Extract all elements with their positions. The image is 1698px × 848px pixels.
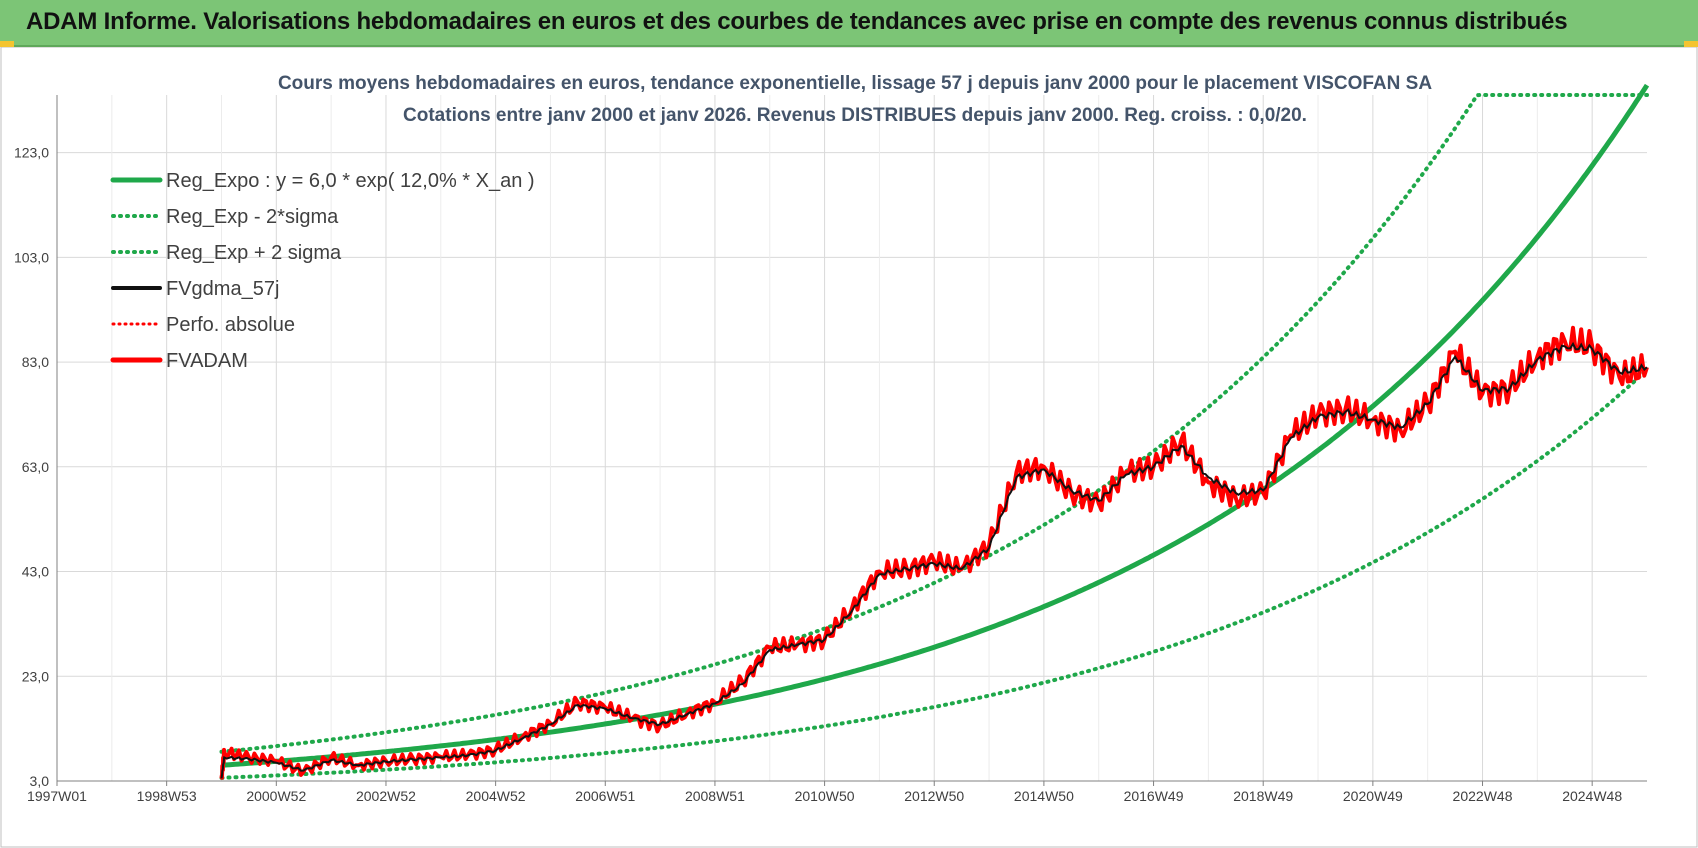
x-tick-label: 2008W51 xyxy=(685,788,745,804)
trend-upper-2sigma-line xyxy=(219,93,1649,754)
y-tick-label: 63,0 xyxy=(22,459,49,475)
x-tick-label: 2014W50 xyxy=(1014,788,1074,804)
corner-marker-right xyxy=(1684,41,1698,47)
legend-label: Perfo. absolue xyxy=(166,314,295,336)
x-tick-label: 2020W49 xyxy=(1343,788,1403,804)
chart-background xyxy=(0,47,1698,848)
chart-title-line-2: Cotations entre janv 2000 et janv 2026. … xyxy=(403,105,1307,126)
trend-expo-line xyxy=(221,83,1650,768)
y-tick-label: 83,0 xyxy=(22,354,49,370)
y-tick-label: 43,0 xyxy=(22,564,49,580)
x-tick-label: 2012W50 xyxy=(904,788,964,804)
x-tick-label: 2006W51 xyxy=(575,788,635,804)
y-tick-label: 3,0 xyxy=(30,773,50,789)
x-tick-label: 2016W49 xyxy=(1124,788,1184,804)
x-tick-label: 2024W48 xyxy=(1562,788,1622,804)
chart: 3,0 23,0 43,0 63,0 83,0 103,0 123,0 1997W01 1998… xyxy=(0,47,1698,848)
title-banner: ADAM Informe. Valorisations hebdomadaire… xyxy=(0,0,1698,47)
x-tick-label: 2010W50 xyxy=(795,788,855,804)
legend-label: FVADAM xyxy=(166,350,248,372)
trend-lower-2sigma-line xyxy=(219,367,1649,780)
legend-label: Reg_Exp + 2 sigma xyxy=(166,242,342,264)
report-title: ADAM Informe. Valorisations hebdomadaire… xyxy=(26,8,1568,35)
axes: 3,0 23,0 43,0 63,0 83,0 103,0 123,0 1997W01 1998… xyxy=(14,95,1647,804)
x-tick-label: 1998W53 xyxy=(137,788,197,804)
legend-label: Reg_Expo : y = 6,0 * exp( 12,0% * X_an ) xyxy=(166,170,535,192)
y-tick-label: 123,0 xyxy=(14,145,49,161)
x-tick-label: 2022W48 xyxy=(1453,788,1513,804)
x-tick-label: 2018W49 xyxy=(1233,788,1293,804)
fvadam-line xyxy=(219,325,1649,780)
chart-title-line-1: Cours moyens hebdomadaires en euros, ten… xyxy=(278,73,1432,94)
x-tick-label: 1997W01 xyxy=(27,788,87,804)
y-tick-label: 103,0 xyxy=(14,249,49,265)
corner-marker-left xyxy=(0,41,14,47)
legend-label: FVgdma_57j xyxy=(166,278,279,300)
x-tick-label: 2000W52 xyxy=(246,788,306,804)
y-tick-label: 23,0 xyxy=(22,668,49,684)
x-tick-label: 2004W52 xyxy=(466,788,526,804)
fvgdma-57j-line xyxy=(220,341,1648,779)
legend: Reg_Expo : y = 6,0 * exp( 12,0% * X_an )… xyxy=(110,170,535,372)
chart-frame xyxy=(0,47,1698,848)
series xyxy=(219,83,1650,780)
x-tick-label: 2002W52 xyxy=(356,788,416,804)
legend-label: Reg_Exp - 2*sigma xyxy=(166,206,339,228)
